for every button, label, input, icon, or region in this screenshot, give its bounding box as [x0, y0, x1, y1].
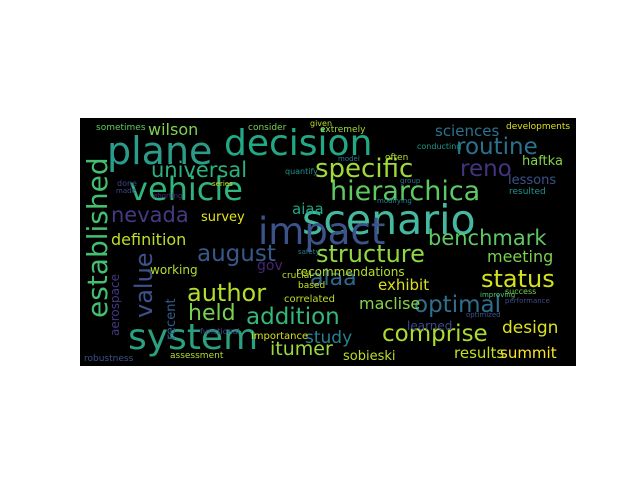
word-modifying: modifying: [377, 197, 412, 205]
word-often: often: [385, 153, 409, 163]
word-aborting: aborting: [153, 192, 183, 200]
word-definition: definition: [111, 230, 187, 249]
word-hierarchica: hierarchica: [330, 176, 481, 207]
word-nevada: nevada: [111, 203, 189, 227]
word-benchmark: benchmark: [428, 226, 547, 250]
word-cloud: scenario impact system decision plane vehicle…: [80, 118, 576, 366]
word-sciences: sciences: [435, 122, 500, 140]
word-comprise: comprise: [382, 321, 488, 347]
word-vehicle: vehicle: [129, 170, 243, 208]
word-made: made: [116, 187, 136, 195]
word-safety: safety: [298, 248, 320, 256]
word-design: design: [502, 318, 559, 338]
word-plane: plane: [107, 129, 213, 173]
word-reno: reno: [460, 156, 512, 182]
word-correlated: correlated: [284, 294, 335, 305]
word-author: author: [187, 279, 267, 307]
word-routine: routine: [456, 134, 538, 160]
word-group: group: [400, 177, 421, 185]
word-structure: structure: [316, 240, 425, 268]
word-functional: functional: [200, 327, 240, 336]
word-success: success: [505, 287, 537, 296]
word-aerospace: aerospace: [108, 274, 122, 336]
word-scenario: scenario: [302, 196, 476, 244]
word-extremely: extremely: [320, 125, 366, 135]
word-resulted: resulted: [509, 187, 546, 197]
word-gov: gov: [257, 258, 283, 274]
word-wilson: wilson: [148, 120, 199, 139]
word-working: working: [150, 263, 198, 277]
word-meeting: meeting: [487, 247, 554, 266]
word-alaa: alaa: [310, 266, 357, 291]
word-universal: universal: [151, 158, 248, 182]
word-model: model: [338, 155, 360, 163]
word-exhibit: exhibit: [378, 276, 430, 294]
word-status: status: [481, 265, 555, 293]
word-based: based: [298, 281, 326, 291]
word-quantify: quantify: [285, 167, 318, 176]
word-survey: survey: [201, 210, 245, 225]
word-given: given: [310, 119, 333, 128]
word-consider: consider: [248, 123, 287, 133]
word-sometimes: sometimes: [96, 123, 146, 133]
word-summit: summit: [500, 344, 557, 362]
word-performance: performance: [505, 297, 550, 305]
word-learned: learned: [407, 319, 453, 333]
word-itumer: itumer: [270, 338, 333, 360]
word-aiaa: aiaa: [292, 200, 324, 218]
word-specific: specific: [315, 154, 414, 184]
word-developments: developments: [506, 122, 571, 132]
word-impact: impact: [258, 210, 386, 253]
word-assessment: assessment: [170, 351, 224, 361]
word-addition: addition: [246, 304, 340, 330]
word-decision: decision: [224, 123, 373, 164]
word-recommendations: recommendations: [296, 265, 405, 279]
word-optimized: optimized: [466, 311, 501, 319]
word-maclise: maclise: [359, 294, 421, 313]
word-done: done: [117, 179, 137, 188]
word-importance: importance: [251, 331, 309, 342]
word-conducting: conducting: [417, 142, 462, 151]
word-improving: improving: [480, 291, 516, 299]
word-august: august: [197, 241, 276, 267]
word-series: series: [212, 180, 233, 188]
word-lessons: lessons: [508, 173, 557, 188]
word-sobieski: sobieski: [343, 349, 396, 364]
word-results: results: [454, 344, 505, 362]
word-robustness: robustness: [84, 354, 134, 364]
word-system: system: [128, 317, 259, 358]
word-held: held: [188, 301, 236, 326]
word-crucial: crucial: [282, 271, 312, 281]
word-haftka: haftka: [522, 154, 563, 169]
word-recent: recent: [164, 298, 179, 340]
word-study: study: [305, 328, 353, 348]
word-optimal: optimal: [414, 292, 501, 318]
